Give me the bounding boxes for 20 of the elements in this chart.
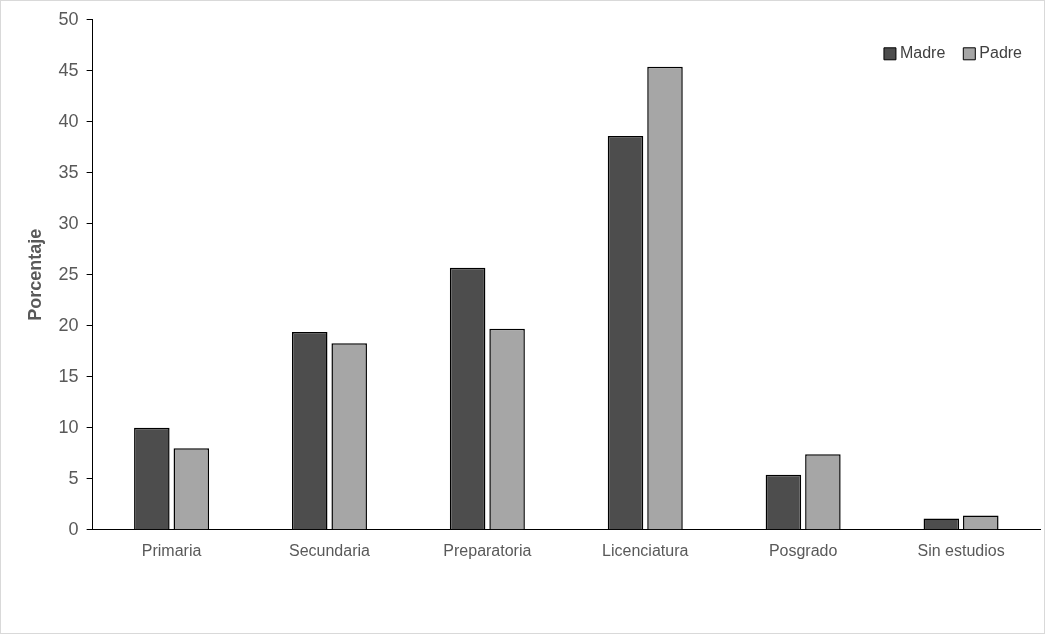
x-tick-label: Preparatoria <box>443 541 532 559</box>
x-tick-label: Licenciatura <box>602 541 689 559</box>
y-tick-label: 0 <box>68 518 79 539</box>
y-axis-title: Porcentaje <box>24 228 45 321</box>
x-tick-label: Posgrado <box>768 541 838 559</box>
x-tick-label: Sin estudios <box>917 541 1005 559</box>
y-tick-label: 15 <box>58 365 79 386</box>
y-tick-label: 5 <box>68 467 79 488</box>
y-tick-label: 40 <box>58 110 79 131</box>
y-tick-label: 20 <box>58 314 79 335</box>
y-tick-label: 45 <box>58 59 79 80</box>
legend-label: Madre <box>899 44 946 62</box>
legend-label: Padre <box>979 44 1023 62</box>
y-tick-label: 35 <box>58 161 79 182</box>
x-tick-label: Secundaria <box>288 541 371 559</box>
x-tick-label: Primaria <box>141 541 202 559</box>
y-tick-label: 50 <box>58 8 79 29</box>
y-tick-label: 10 <box>58 416 79 437</box>
y-tick-label: 25 <box>58 263 79 284</box>
y-tick-label: 30 <box>58 212 79 233</box>
